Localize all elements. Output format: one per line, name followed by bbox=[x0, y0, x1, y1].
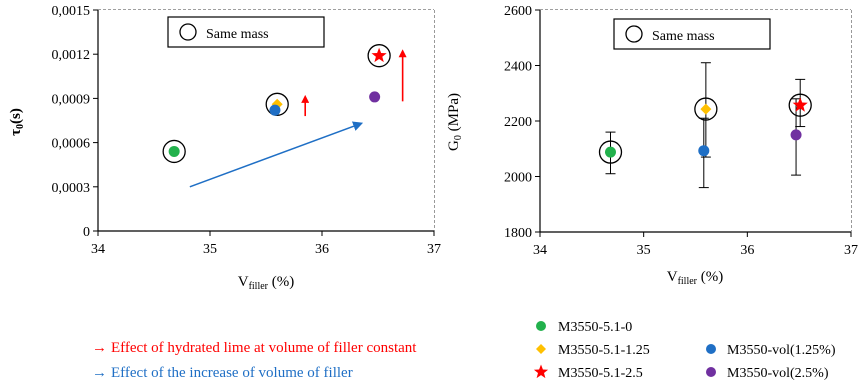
same-mass-ring bbox=[265, 92, 289, 116]
legend-label: M3550-5.1-2.5 bbox=[558, 366, 643, 381]
y-tick-label: 2600 bbox=[504, 4, 532, 19]
same-mass-box: Same mass bbox=[167, 16, 325, 48]
annotation-notes: → Effect of hydrated lime at volume of fi… bbox=[92, 340, 417, 381]
g0-chart: 1800 2000 2200 2400 2600 34 35 36 37 Same mass G… bbox=[446, 4, 858, 287]
data-point bbox=[369, 91, 381, 103]
tick-labels: 1800 2000 2200 2400 2600 34 35 36 37 bbox=[504, 4, 858, 258]
x-tick-label: 36 bbox=[740, 243, 754, 258]
data-point bbox=[604, 146, 616, 158]
same-mass-ring bbox=[367, 44, 391, 68]
legend: M3550-5.1-0 M3550-5.1-1.25 M3550-5.1-2.5… bbox=[533, 320, 836, 381]
data-points bbox=[162, 44, 391, 164]
x-tick-label: 34 bbox=[533, 243, 547, 258]
legend-marker bbox=[706, 344, 716, 354]
data-point bbox=[371, 47, 387, 63]
data-point bbox=[698, 145, 710, 157]
x-tick-label: 36 bbox=[315, 242, 329, 257]
legend-item: M3550-5.1-1.25 bbox=[536, 343, 650, 358]
arrow bbox=[189, 121, 364, 188]
data-point bbox=[269, 104, 281, 116]
same-mass-ring bbox=[598, 140, 623, 164]
legend-label: M3550-vol(1.25%) bbox=[727, 343, 836, 358]
legend-item: M3550-5.1-2.5 bbox=[533, 364, 643, 381]
legend-item: M3550-5.1-0 bbox=[536, 320, 632, 335]
data-point bbox=[533, 364, 549, 379]
data-point bbox=[536, 321, 546, 331]
legend-marker bbox=[533, 364, 549, 379]
same-mass-box: Same mass bbox=[613, 18, 771, 50]
y-tick-label: 2000 bbox=[504, 171, 532, 186]
circle-icon bbox=[625, 25, 643, 43]
y-tick-label: 1800 bbox=[504, 226, 532, 241]
data-point bbox=[536, 344, 546, 354]
x-tick-label: 35 bbox=[637, 243, 651, 258]
data-point bbox=[700, 103, 712, 115]
legend-marker bbox=[536, 344, 546, 354]
data-point bbox=[792, 97, 808, 112]
same-mass-label: Same mass bbox=[206, 27, 269, 42]
y-tick-label: 0,0009 bbox=[52, 92, 91, 107]
legend-label: M3550-vol(2.5%) bbox=[727, 366, 829, 381]
same-mass-ring bbox=[162, 139, 186, 164]
annotation-arrows bbox=[189, 49, 407, 188]
y-tick-label: 0,0012 bbox=[52, 48, 91, 63]
legend-item: M3550-vol(1.25%) bbox=[706, 343, 836, 358]
x-axis-label: Vfiller (%) bbox=[667, 269, 724, 287]
x-tick-label: 37 bbox=[427, 242, 441, 257]
tick-labels: 0 0,0003 0,0006 0,0009 0,0012 0,0015 34 35 36 37 bbox=[52, 4, 442, 257]
data-point bbox=[706, 367, 716, 377]
note-hydrated-lime: → Effect of hydrated lime at volume of fi… bbox=[92, 340, 417, 356]
x-tick-label: 37 bbox=[844, 243, 858, 258]
y-tick-label: 0,0015 bbox=[52, 4, 91, 19]
legend-marker bbox=[706, 367, 716, 377]
legend-label: M3550-5.1-0 bbox=[558, 320, 632, 335]
data-point bbox=[706, 344, 716, 354]
data-points bbox=[598, 93, 812, 164]
y-tick-label: 2200 bbox=[504, 115, 532, 130]
same-mass-label: Same mass bbox=[652, 29, 715, 44]
circle-icon bbox=[179, 23, 197, 41]
y-axis-label: G0 (MPa) bbox=[446, 93, 464, 151]
y-tick-label: 0,0006 bbox=[52, 137, 91, 152]
x-axis-label: Vfiller (%) bbox=[238, 274, 295, 292]
data-point bbox=[168, 145, 180, 157]
y-axis-label: τ0(s) bbox=[8, 108, 26, 136]
legend-label: M3550-5.1-1.25 bbox=[558, 343, 650, 358]
y-tick-label: 0,0003 bbox=[52, 181, 91, 196]
legend-item: M3550-vol(2.5%) bbox=[706, 366, 829, 381]
same-mass-ring bbox=[788, 93, 812, 117]
y-tick-label: 2400 bbox=[504, 60, 532, 75]
legend-marker bbox=[536, 321, 546, 331]
note-filler-volume: → Effect of the increase of volume of fil… bbox=[92, 365, 353, 381]
data-point bbox=[790, 129, 802, 141]
same-mass-ring bbox=[694, 97, 718, 121]
x-tick-label: 34 bbox=[91, 242, 105, 257]
y-tick-label: 0 bbox=[83, 225, 90, 240]
x-tick-label: 35 bbox=[203, 242, 217, 257]
